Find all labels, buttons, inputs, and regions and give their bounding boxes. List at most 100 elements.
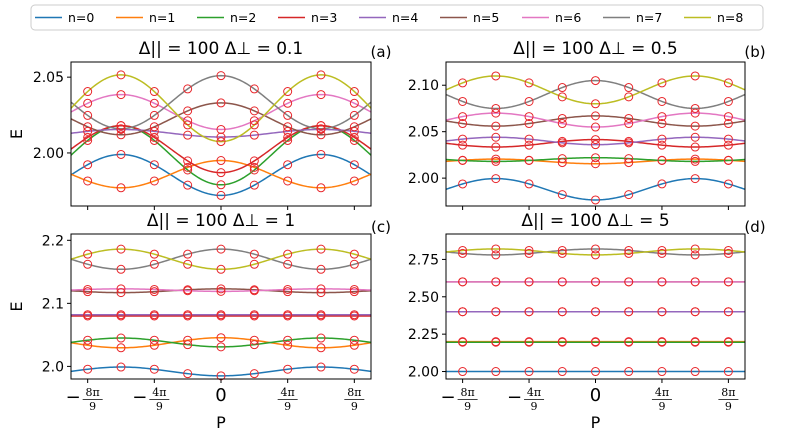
series-line-n=7 xyxy=(71,248,371,271)
data-point-n=8 xyxy=(116,70,126,80)
data-point-n=3 xyxy=(216,168,226,178)
data-point-n=7 xyxy=(116,264,126,274)
data-point-n=7 xyxy=(690,250,700,260)
data-point-n=7 xyxy=(349,259,359,269)
panel-title: Δ|| = 100 Δ⊥ = 0.5 xyxy=(513,39,678,59)
data-point-n=7 xyxy=(557,83,567,93)
data-point-n=8 xyxy=(491,244,501,254)
data-point-n=5 xyxy=(116,130,126,140)
y-tick-label: 2.50 xyxy=(408,290,439,306)
data-point-n=1 xyxy=(149,340,159,350)
data-point-n=7 xyxy=(216,71,226,81)
series-line-n=8 xyxy=(446,75,745,105)
data-point-n=7 xyxy=(723,96,733,106)
data-point-n=7 xyxy=(183,249,193,259)
data-point-n=7 xyxy=(283,110,293,120)
data-point-n=2 xyxy=(149,335,159,345)
data-point-n=4 xyxy=(657,307,667,317)
data-point-n=1 xyxy=(283,340,293,350)
data-point-n=4 xyxy=(349,310,359,320)
data-point-n=1 xyxy=(557,158,567,168)
data-point-n=7 xyxy=(491,103,501,113)
data-point-n=0 xyxy=(524,179,534,189)
data-point-n=0 xyxy=(591,367,600,377)
data-point-n=6 xyxy=(458,112,468,122)
data-point-n=7 xyxy=(557,245,567,255)
data-point-n=8 xyxy=(624,248,634,258)
curves xyxy=(446,75,745,201)
data-point-n=1 xyxy=(491,154,501,164)
x-tick-numerator: 4π xyxy=(281,386,295,399)
data-point-n=0 xyxy=(249,369,259,379)
data-point-n=3 xyxy=(657,140,667,150)
data-point-n=5 xyxy=(149,287,159,297)
data-point-n=6 xyxy=(216,124,226,134)
data-point-n=0 xyxy=(283,160,293,170)
series-line-n=1 xyxy=(71,159,371,189)
data-point-n=2 xyxy=(524,155,534,165)
data-point-n=0 xyxy=(723,367,733,377)
data-point-n=7 xyxy=(149,110,159,120)
data-point-n=4 xyxy=(591,140,600,150)
series-line-n=2 xyxy=(446,156,745,163)
data-point-n=8 xyxy=(491,71,501,81)
x-tick-numerator: 8π xyxy=(347,386,361,399)
data-point-n=4 xyxy=(283,310,293,320)
data-point-n=0 xyxy=(591,195,600,205)
y-tick-label: 2.05 xyxy=(408,125,439,141)
data-point-n=8 xyxy=(524,245,534,255)
data-point-n=5 xyxy=(216,98,226,108)
data-point-n=5 xyxy=(349,287,359,297)
data-point-n=3 xyxy=(249,156,259,166)
data-point-n=0 xyxy=(657,179,667,189)
data-point-n=2 xyxy=(690,337,700,347)
data-point-n=0 xyxy=(458,179,468,189)
x-tick-numerator: 4π xyxy=(655,386,669,399)
data-point-n=4 xyxy=(349,126,359,136)
data-point-n=6 xyxy=(524,112,534,122)
x-tick-numerator: 8π xyxy=(460,386,474,399)
data-point-n=8 xyxy=(183,120,193,130)
data-point-n=6 xyxy=(183,116,193,126)
data-point-n=3 xyxy=(149,132,159,142)
data-point-n=6 xyxy=(283,284,293,294)
data-point-n=2 xyxy=(249,165,259,175)
y-tick-label: 2.0 xyxy=(42,359,64,375)
data-point-n=2 xyxy=(657,337,667,347)
data-point-n=1 xyxy=(83,340,93,350)
panel-tag: (b) xyxy=(744,43,765,61)
data-point-n=0 xyxy=(83,364,93,374)
x-tick-denominator: 9 xyxy=(658,400,665,413)
data-point-n=0 xyxy=(723,179,733,189)
data-point-n=4 xyxy=(216,310,226,320)
panel-b: 2.00 2.05 2.10 Δ|| = 100 Δ⊥ = 0.5 (b) xyxy=(408,39,766,210)
data-point-n=7 xyxy=(458,248,468,258)
data-point-n=8 xyxy=(216,137,226,147)
legend-label: n=7 xyxy=(636,10,662,25)
data-point-n=0 xyxy=(183,180,193,190)
data-point-n=4 xyxy=(183,130,193,140)
y-tick-label: 2.00 xyxy=(33,146,64,162)
series-line-n=5 xyxy=(446,115,745,127)
x-tick-denominator: 9 xyxy=(464,400,471,413)
y-tick-label: 2.00 xyxy=(408,171,439,187)
markers xyxy=(458,71,733,205)
y-axis-label: E xyxy=(7,301,26,311)
data-point-n=7 xyxy=(624,245,634,255)
data-point-n=8 xyxy=(316,244,326,254)
panel-tag: (a) xyxy=(371,43,392,61)
data-point-n=6 xyxy=(458,277,468,287)
data-point-n=0 xyxy=(316,149,326,159)
data-point-n=2 xyxy=(83,135,93,145)
data-point-n=3 xyxy=(723,140,733,150)
data-point-n=5 xyxy=(349,122,359,132)
data-point-n=5 xyxy=(624,113,634,123)
data-point-n=2 xyxy=(216,342,226,352)
data-point-n=6 xyxy=(249,286,259,296)
data-point-n=8 xyxy=(216,264,226,274)
data-point-n=6 xyxy=(624,277,634,287)
data-point-n=3 xyxy=(690,142,700,152)
data-point-n=3 xyxy=(183,156,193,166)
data-point-n=4 xyxy=(149,310,159,320)
